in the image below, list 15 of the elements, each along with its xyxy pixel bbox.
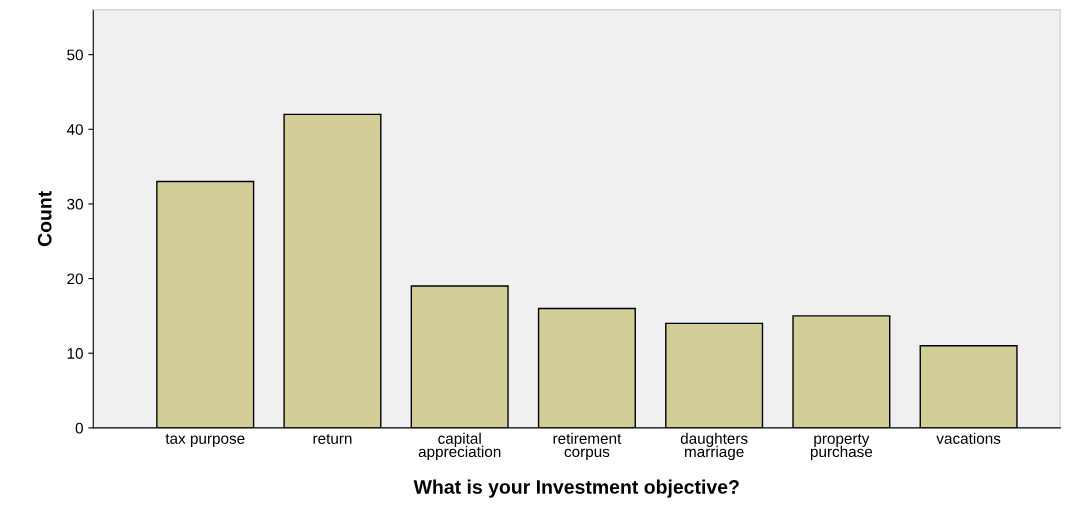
- y-axis-title: Count: [37, 191, 52, 247]
- y-tick-label: 0: [75, 422, 83, 434]
- x-tick-label: vacations: [936, 432, 1001, 444]
- x-axis-title: What is your Investment objective?: [413, 479, 739, 498]
- y-tick-label: 20: [67, 273, 83, 285]
- x-tick-label: return: [313, 433, 352, 444]
- y-tick-label: 10: [67, 348, 83, 359]
- y-tick-label: 50: [67, 49, 83, 61]
- x-tick-label: capital appreciation: [418, 432, 501, 461]
- x-tick-label: property purchase: [810, 433, 873, 461]
- x-tick-label: daughters marriage: [680, 432, 748, 461]
- y-tick-label: 40: [66, 124, 83, 135]
- x-tick-label: tax purpose: [165, 433, 245, 447]
- x-tick-label: retirement corpus: [553, 432, 622, 461]
- y-tick-label: 30: [67, 198, 83, 210]
